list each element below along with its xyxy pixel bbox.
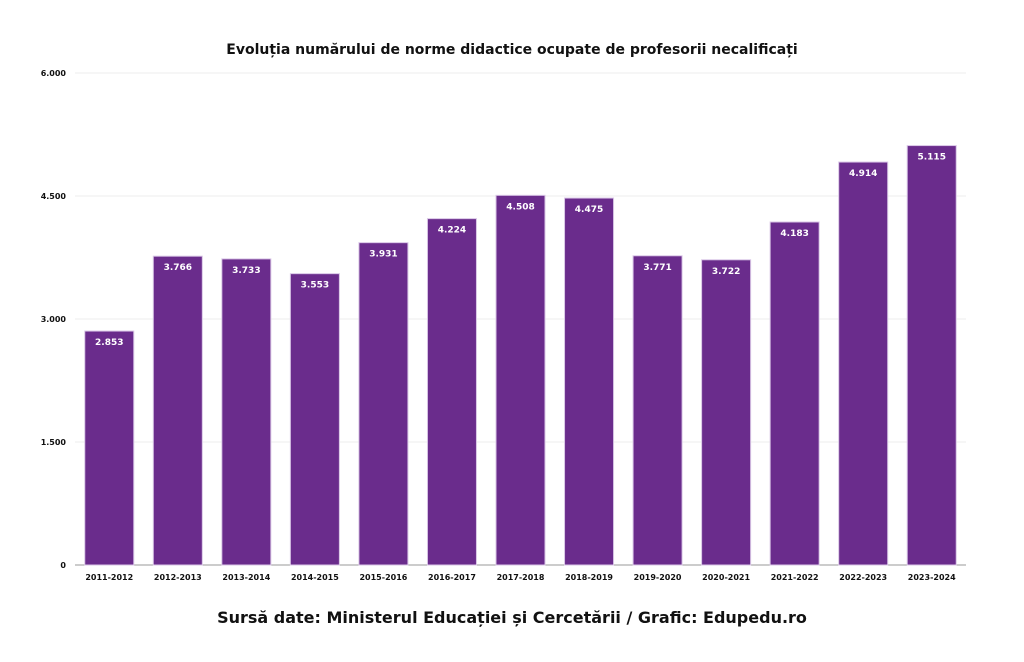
bar (632, 255, 683, 566)
x-tick-label: 2019-2020 (634, 573, 682, 582)
bar (221, 258, 272, 566)
x-tick-label: 2016-2017 (428, 573, 476, 582)
x-tick-label: 2013-2014 (222, 573, 270, 582)
bar (152, 255, 203, 566)
x-tick-label: 2015-2016 (359, 573, 407, 582)
y-tick-label: 3.000 (41, 315, 67, 324)
x-tick-label: 2018-2019 (565, 573, 613, 582)
data-label: 3.771 (643, 263, 671, 273)
bar (358, 242, 409, 566)
data-label: 4.475 (575, 205, 603, 215)
x-tick-label: 2022-2023 (839, 573, 887, 582)
bar (701, 259, 752, 566)
data-label: 4.914 (849, 169, 877, 179)
data-label: 3.931 (369, 250, 397, 260)
data-label: 3.733 (232, 266, 260, 276)
data-label: 3.766 (164, 263, 192, 273)
bar (495, 194, 546, 566)
y-tick-label: 4.500 (41, 192, 67, 201)
bar (906, 145, 957, 566)
chart-title: Evoluția numărului de norme didactice oc… (226, 42, 798, 58)
x-tick-label: 2014-2015 (291, 573, 339, 582)
data-label: 4.183 (780, 229, 808, 239)
bar (289, 273, 340, 566)
bar (838, 161, 889, 566)
y-tick-label: 0 (60, 561, 66, 570)
data-label: 2.853 (95, 338, 123, 348)
x-tick-label: 2021-2022 (771, 573, 819, 582)
y-tick-label: 6.000 (41, 69, 67, 78)
data-label: 3.722 (712, 267, 740, 277)
bar (564, 197, 615, 566)
x-tick-label: 2011-2012 (85, 573, 133, 582)
y-tick-label: 1.500 (41, 438, 67, 447)
source-note: Sursă date: Ministerul Educației și Cerc… (217, 608, 807, 627)
data-label: 5.115 (917, 153, 945, 163)
x-tick-label: 2017-2018 (497, 573, 545, 582)
data-label: 4.508 (506, 202, 534, 212)
bar (426, 218, 477, 566)
x-tick-label: 2020-2021 (702, 573, 750, 582)
x-tick-label: 2023-2024 (908, 573, 956, 582)
data-label: 3.553 (301, 281, 329, 291)
bar (769, 221, 820, 566)
x-tick-label: 2012-2013 (154, 573, 202, 582)
data-label: 4.224 (438, 226, 466, 236)
bar (84, 330, 135, 566)
